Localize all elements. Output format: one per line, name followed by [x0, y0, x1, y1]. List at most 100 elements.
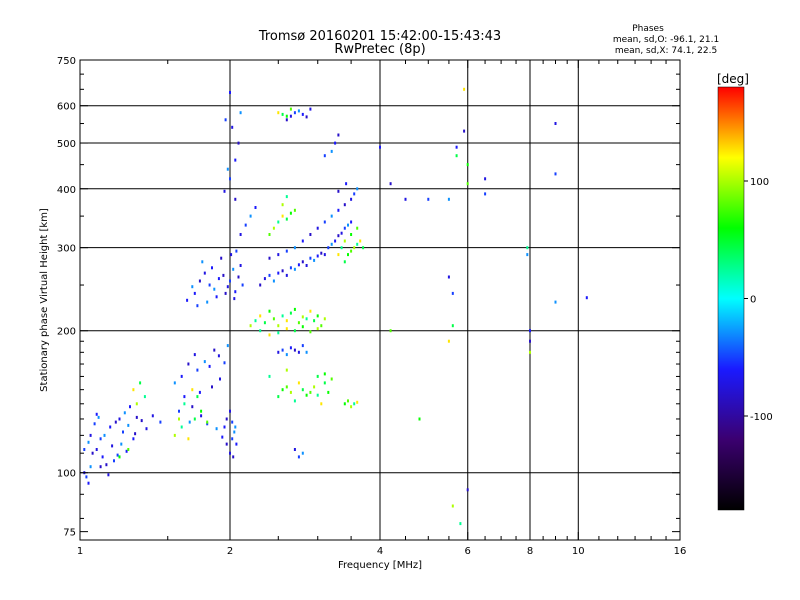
- data-point: [203, 271, 206, 275]
- data-point: [289, 211, 292, 215]
- data-point: [343, 203, 346, 207]
- data-point: [224, 291, 227, 295]
- data-point: [293, 399, 296, 403]
- data-point: [323, 253, 326, 257]
- x-axis-label: Frequency [MHz]: [338, 560, 422, 571]
- data-point: [320, 324, 323, 328]
- data-point: [297, 455, 300, 459]
- data-point: [451, 324, 454, 328]
- data-point: [313, 258, 316, 262]
- data-point: [213, 348, 216, 352]
- data-point: [120, 442, 123, 446]
- data-point: [285, 195, 288, 199]
- data-point: [229, 451, 231, 455]
- data-point: [297, 321, 300, 325]
- data-point: [293, 111, 296, 115]
- data-point: [259, 329, 262, 333]
- data-point: [350, 197, 353, 201]
- data-point: [309, 330, 312, 334]
- data-point: [285, 368, 288, 372]
- data-point: [235, 442, 238, 446]
- data-point: [129, 405, 131, 409]
- data-point: [463, 129, 466, 133]
- data-point: [183, 395, 186, 399]
- data-point: [418, 417, 421, 421]
- data-point: [118, 417, 121, 421]
- data-point: [447, 339, 450, 343]
- data-point: [234, 425, 237, 429]
- data-point: [293, 448, 296, 451]
- data-point: [111, 444, 114, 448]
- data-point: [323, 317, 326, 321]
- data-point: [180, 425, 183, 429]
- data-point: [249, 214, 252, 218]
- data-point: [309, 256, 312, 260]
- data-point: [225, 442, 228, 446]
- data-point: [211, 266, 213, 270]
- data-point: [97, 415, 100, 419]
- data-point: [289, 390, 292, 394]
- data-point: [208, 364, 211, 368]
- data-point: [466, 163, 469, 167]
- data-point: [554, 122, 557, 125]
- chart-title: Tromsø 20160201 15:42:00-15:43:43: [258, 29, 501, 44]
- data-point: [285, 353, 288, 357]
- gridlines: [80, 60, 680, 540]
- y-tick-label: 750: [57, 56, 76, 67]
- data-point: [289, 107, 292, 111]
- data-point: [356, 242, 359, 246]
- data-point: [293, 267, 296, 271]
- y-tick-label: 500: [57, 139, 76, 150]
- data-point: [301, 315, 304, 319]
- data-point: [389, 329, 392, 333]
- data-point: [350, 405, 353, 409]
- data-point: [89, 433, 92, 437]
- colorbar-label: [deg]: [717, 72, 749, 86]
- data-point: [220, 256, 223, 260]
- data-point: [554, 172, 557, 176]
- data-point: [237, 275, 240, 279]
- data-point: [229, 91, 231, 94]
- data-point: [350, 249, 353, 253]
- data-point: [178, 409, 180, 413]
- data-point: [91, 451, 94, 455]
- data-point: [316, 393, 319, 397]
- data-point: [231, 125, 234, 129]
- data-point: [191, 405, 194, 409]
- data-point: [293, 208, 296, 212]
- data-point: [268, 374, 271, 378]
- data-point: [289, 266, 292, 270]
- data-point: [114, 420, 117, 424]
- data-point: [281, 214, 284, 218]
- data-point: [316, 226, 319, 230]
- data-point: [337, 208, 340, 212]
- data-point: [347, 253, 349, 257]
- data-point: [362, 246, 365, 250]
- data-point: [529, 350, 531, 354]
- y-tick-label: 600: [57, 102, 76, 113]
- data-point: [277, 395, 280, 399]
- data-point: [217, 277, 220, 281]
- data-point: [447, 197, 450, 201]
- data-point: [347, 399, 349, 403]
- data-point: [277, 350, 280, 354]
- data-point: [347, 223, 349, 227]
- data-point: [211, 385, 213, 389]
- data-point: [343, 260, 346, 264]
- data-point: [285, 385, 288, 389]
- y-tick-label: 75: [63, 528, 76, 539]
- data-point: [229, 177, 231, 181]
- data-point: [285, 327, 288, 331]
- data-point: [268, 309, 271, 313]
- data-point: [231, 437, 234, 441]
- data-point: [313, 385, 316, 389]
- data-point: [484, 192, 487, 196]
- data-point: [187, 437, 190, 441]
- data-point: [301, 451, 304, 455]
- data-point: [350, 233, 353, 236]
- data-point: [132, 388, 135, 392]
- data-point: [272, 279, 275, 283]
- data-point: [99, 437, 102, 441]
- data-point: [215, 295, 218, 299]
